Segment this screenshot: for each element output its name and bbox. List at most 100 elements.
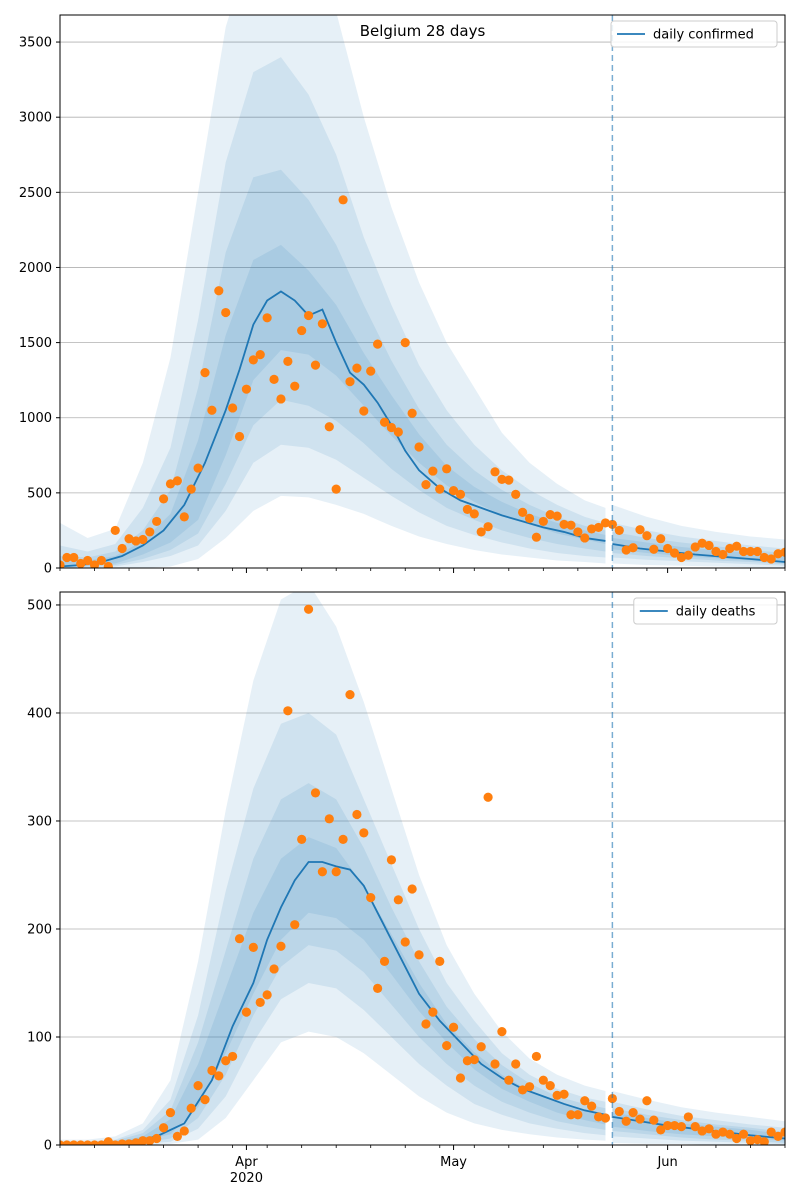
observed-point [366,366,376,376]
observed-point [386,422,397,433]
observed-point [338,834,348,844]
observed-point [76,558,86,568]
observed-point [566,520,576,530]
observed-point [262,990,272,1000]
y-tick-label: 2500 [19,186,52,201]
observed-point [773,549,783,559]
observed-point [621,545,631,555]
observed-point [359,406,369,416]
observed-point [580,1096,590,1106]
observed-point [766,1127,776,1137]
observed-point [490,467,500,477]
observed-point [60,560,65,568]
observed-point [241,384,252,394]
observed-point [587,524,597,534]
legend-label: daily confirmed [653,28,754,43]
observed-point [276,394,286,404]
observed-point [490,1059,500,1069]
observed-point [462,1056,472,1066]
observed-point [373,339,383,349]
observed-point [276,941,286,951]
legend: daily deaths [633,597,778,625]
observed-point [428,1007,438,1017]
observed-point [711,546,721,557]
x-tick-label: Jun [656,1155,677,1170]
forecast-median-line [612,543,785,563]
y-tick-label: 3000 [19,111,52,126]
observed-point [145,527,155,537]
observed-point [283,356,293,366]
observed-point [448,1022,459,1032]
observed-point [745,1136,756,1145]
observed-point [518,1085,528,1095]
observed-point [124,1139,134,1145]
observed-point [511,1059,521,1069]
observed-point [531,1051,542,1062]
observed-point [228,403,238,413]
uncertainty-band [60,592,606,1145]
legend-label: daily deaths [676,605,756,620]
observed-point [359,828,369,838]
observed-point [152,516,162,527]
observed-point [462,504,472,514]
observed-point [200,1095,210,1105]
observed-point [531,532,542,542]
deaths-panel: 0 100 200 300 400 500 Apr May Jun 2020 daily death… [27,591,786,1186]
observed-point [469,1055,479,1065]
uncertainty-band [60,712,606,1145]
observed-point [324,814,334,824]
observed-point [448,486,459,496]
observed-point [683,550,693,560]
uncertainty-band [60,57,606,568]
observed-point [103,561,113,568]
y-tick-label: 400 [27,706,52,721]
observed-point [732,541,742,551]
observed-point [283,706,293,716]
forecast-uncertainty-band [612,537,785,563]
observed-point [635,1114,645,1124]
observed-point [379,956,390,966]
observed-point [310,788,321,798]
observed-point [690,1122,700,1132]
observed-point [524,513,535,524]
observed-point [607,1093,617,1104]
observed-point [310,360,321,370]
observed-point [476,527,486,537]
observed-point [593,1112,604,1122]
observed-point [317,319,327,329]
observed-point [545,1080,555,1091]
observed-point [89,1140,100,1145]
observed-point [179,512,189,522]
observed-point [145,1136,155,1145]
observed-point [83,555,93,566]
observed-point [497,474,507,484]
observed-point [656,534,666,544]
observed-point [221,1056,231,1066]
observed-point [759,552,769,563]
observed-point [69,1140,79,1145]
axes-frame [59,14,786,569]
observed-point [117,1139,127,1145]
observed-point [780,1127,785,1137]
observed-point [593,522,604,533]
observed-point [504,1075,514,1085]
observed-point [559,1089,569,1099]
observed-point [338,195,348,205]
observed-point [649,1115,659,1125]
observed-point [600,1113,611,1123]
observed-point [255,350,265,360]
observed-point [663,543,673,554]
observed-point [200,368,210,378]
observed-point [435,956,445,966]
observed-point [573,527,583,537]
legend-box [633,597,778,625]
observed-point [414,950,424,960]
observed-point [732,1133,742,1144]
observed-point [476,1042,486,1052]
observed-point [621,1116,631,1126]
y-tick-label: 2000 [19,261,52,276]
observed-point [718,549,728,560]
observed-point [676,552,687,563]
observed-point [248,355,258,365]
legend: daily confirmed [610,20,778,48]
